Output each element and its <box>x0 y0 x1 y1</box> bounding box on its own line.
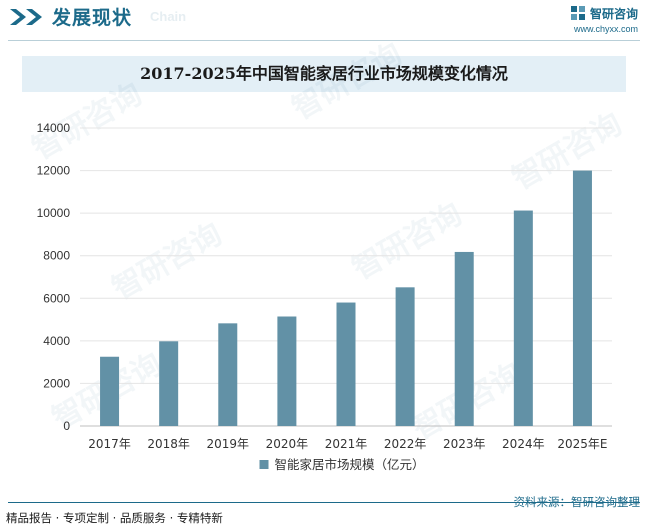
y-tick-label: 2000 <box>43 376 70 390</box>
bar <box>100 356 120 426</box>
y-tick-label: 10000 <box>37 206 71 220</box>
x-tick-label: 2019年 <box>207 437 250 451</box>
y-tick-label: 6000 <box>43 291 70 305</box>
brand-logo-icon <box>571 6 585 20</box>
x-tick-label: 2018年 <box>147 437 190 451</box>
watermark-text: 智研咨询 <box>507 107 628 197</box>
watermark-text: 智研咨询 <box>107 217 228 307</box>
bar <box>395 287 415 426</box>
double-arrow-icon <box>10 9 42 25</box>
page-header: 发展现状 Chain 智研咨询 www.chyxx.com <box>0 0 648 34</box>
watermark-text: 智研咨询 <box>347 197 468 287</box>
y-tick-label: 0 <box>63 419 70 433</box>
bar <box>572 170 592 426</box>
y-tick-label: 4000 <box>43 334 70 348</box>
bar <box>513 210 533 426</box>
footer-slogan: 精品报告 · 专项定制 · 品质服务 · 专精特新 <box>6 511 223 525</box>
section-title: 发展现状 <box>52 7 133 29</box>
legend-label: 智能家居市场规模（亿元） <box>275 457 425 472</box>
footer-divider <box>8 502 640 503</box>
legend-swatch <box>259 460 269 469</box>
bar <box>218 323 238 426</box>
y-tick-label: 14000 <box>37 121 71 135</box>
y-tick-label: 12000 <box>37 164 71 178</box>
header-divider <box>8 40 640 41</box>
bar <box>159 341 179 426</box>
x-tick-label: 2022年 <box>384 437 427 451</box>
x-tick-label: 2025年E <box>557 437 607 451</box>
x-tick-label: 2021年 <box>325 437 368 451</box>
watermark-text: 智研咨询 <box>287 37 408 127</box>
section-subtitle: Chain <box>150 9 187 24</box>
brand-url: www.chyxx.com <box>574 24 639 34</box>
x-tick-label: 2020年 <box>266 437 309 451</box>
x-tick-label: 2024年 <box>502 437 545 451</box>
chart-title: 2017-2025年中国智能家居行业市场规模变化情况 <box>140 64 508 83</box>
bar <box>336 302 356 426</box>
bar <box>277 316 297 426</box>
x-tick-label: 2017年 <box>88 437 131 451</box>
bar <box>454 251 474 426</box>
y-tick-label: 8000 <box>43 249 70 263</box>
x-tick-label: 2023年 <box>443 437 486 451</box>
chart-title-band: 2017-2025年中国智能家居行业市场规模变化情况 <box>22 56 626 92</box>
brand-name: 智研咨询 <box>590 7 639 21</box>
